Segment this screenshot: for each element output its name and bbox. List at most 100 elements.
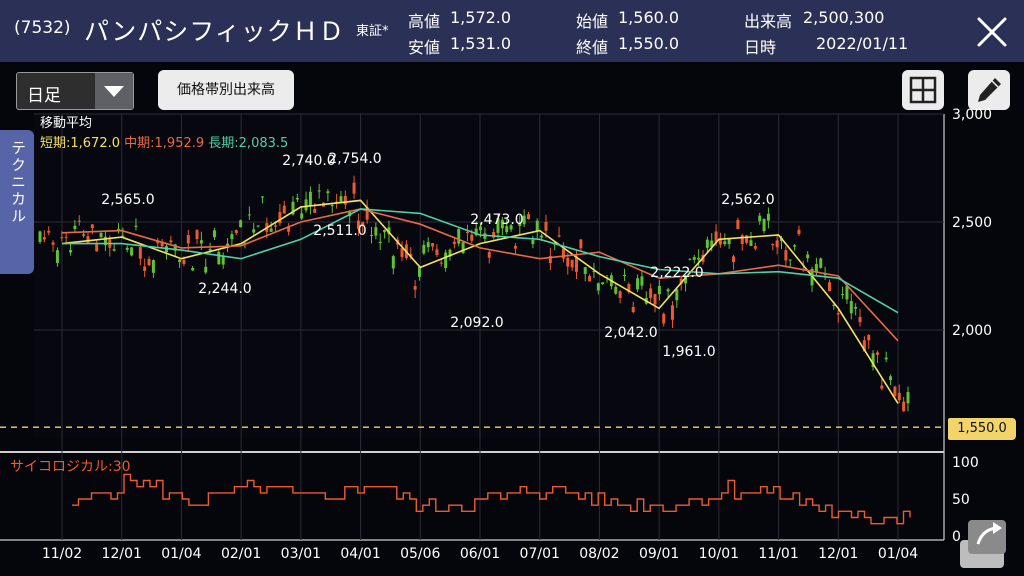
- candle-body: [230, 234, 234, 240]
- ma-legend: 短期:1,672.0 中期:1,952.9 長期:2,083.5: [40, 132, 288, 151]
- candle-body: [875, 352, 879, 355]
- candle-body: [186, 234, 190, 244]
- candle-body: [313, 208, 317, 213]
- candle-body: [38, 231, 42, 242]
- y-tick-label: 2,500: [952, 215, 992, 231]
- candle-body: [675, 289, 679, 301]
- candle-body: [858, 316, 862, 323]
- stock-name: パンパシフィックＨＤ: [84, 17, 345, 46]
- candle-body: [662, 313, 666, 324]
- technical-tab[interactable]: テクニカル: [0, 130, 34, 274]
- candle-body: [745, 235, 749, 243]
- low-value: 1,531.0: [450, 34, 512, 53]
- period-dropdown-button[interactable]: [95, 73, 133, 109]
- current-price-badge: 1,550.0: [948, 418, 1016, 440]
- price-annotation: 2,754.0: [328, 151, 381, 167]
- candle-body: [212, 230, 216, 238]
- period-select[interactable]: 日足: [16, 72, 134, 110]
- candle-body: [867, 335, 871, 341]
- candle-body: [387, 227, 391, 235]
- volume-profile-button[interactable]: 価格帯別出来高: [158, 70, 294, 110]
- candle-body: [439, 262, 443, 264]
- y-tick-label: 2,000: [952, 323, 992, 339]
- candle-body: [339, 196, 343, 202]
- candle-body: [51, 242, 55, 245]
- ma-long-value: 長期:2,083.5: [208, 136, 289, 151]
- candle-body: [705, 239, 709, 248]
- candle-body: [470, 234, 474, 241]
- candle-body: [278, 211, 282, 224]
- rotate-screen-button[interactable]: [958, 514, 1012, 570]
- candle-body: [871, 353, 875, 368]
- candle-body: [753, 246, 757, 249]
- x-tick-label: 12/01: [818, 546, 858, 562]
- candle-body: [69, 249, 73, 253]
- candle-body: [509, 225, 513, 230]
- psychological-label: サイコロジカル:30: [10, 459, 131, 475]
- draw-button[interactable]: [968, 70, 1010, 110]
- candle-body: [112, 249, 116, 251]
- candle-body: [86, 236, 90, 243]
- candle-body: [431, 243, 435, 247]
- candle-body: [247, 214, 251, 216]
- candle-body: [527, 214, 531, 220]
- x-tick-label: 09/01: [639, 546, 679, 562]
- price-annotation: 1,961.0: [662, 344, 715, 360]
- candle-body: [788, 259, 792, 261]
- candle-body: [274, 225, 278, 227]
- x-tick-label: 01/04: [161, 546, 201, 562]
- candle-body: [444, 252, 448, 269]
- candle-body: [758, 215, 762, 222]
- period-select-value: 日足: [27, 86, 61, 106]
- candle-body: [823, 274, 827, 276]
- candle-body: [42, 237, 46, 240]
- candle-body: [579, 239, 583, 249]
- candle-body: [570, 259, 574, 268]
- x-tick-label: 05/06: [400, 546, 440, 562]
- candle-body: [479, 226, 483, 231]
- candle-body: [714, 231, 718, 243]
- candle-body: [60, 237, 64, 239]
- candle-body: [226, 243, 230, 246]
- candle-body: [540, 235, 544, 238]
- candle-body: [117, 228, 121, 230]
- price-annotation: 2,473.0: [470, 212, 523, 228]
- close-value: 1,550.0: [618, 34, 680, 53]
- candle-body: [73, 225, 77, 229]
- x-tick-label: 07/01: [520, 546, 560, 562]
- candle-body: [474, 228, 478, 236]
- candle-body: [657, 285, 661, 295]
- ma-short-value: 短期:1,672.0: [40, 136, 120, 151]
- candle-body: [47, 230, 51, 233]
- candle-body: [304, 199, 308, 211]
- candle-body: [169, 240, 173, 243]
- candle-body: [178, 259, 182, 263]
- x-tick-label: 08/02: [579, 546, 619, 562]
- x-tick-label: 12/01: [102, 546, 142, 562]
- x-tick-label: 06/01: [460, 546, 500, 562]
- candle-body: [287, 226, 291, 232]
- layout-grid-button[interactable]: [902, 70, 944, 110]
- x-tick-label: 11/02: [42, 546, 82, 562]
- main-plot-area: [34, 114, 944, 438]
- candle-body: [99, 232, 103, 238]
- candle-body: [505, 226, 509, 233]
- candle-body: [82, 234, 86, 236]
- open-value: 1,560.0: [618, 8, 680, 27]
- ma-mid-line: [61, 208, 899, 342]
- candle-body: [836, 313, 840, 315]
- close-button[interactable]: [970, 12, 1014, 52]
- candle-body: [784, 250, 788, 261]
- candle-body: [906, 392, 910, 404]
- candle-body: [413, 286, 417, 290]
- x-tick-label: 11/01: [758, 546, 798, 562]
- candle-body: [771, 244, 775, 246]
- grid-icon: [909, 76, 937, 104]
- psych-tick-label: 100: [952, 455, 979, 471]
- candle-body: [841, 294, 845, 296]
- high-label: 高値: [408, 12, 441, 31]
- candle-body: [487, 252, 491, 258]
- candle-body: [282, 205, 286, 214]
- rotate-icon: [960, 520, 1006, 568]
